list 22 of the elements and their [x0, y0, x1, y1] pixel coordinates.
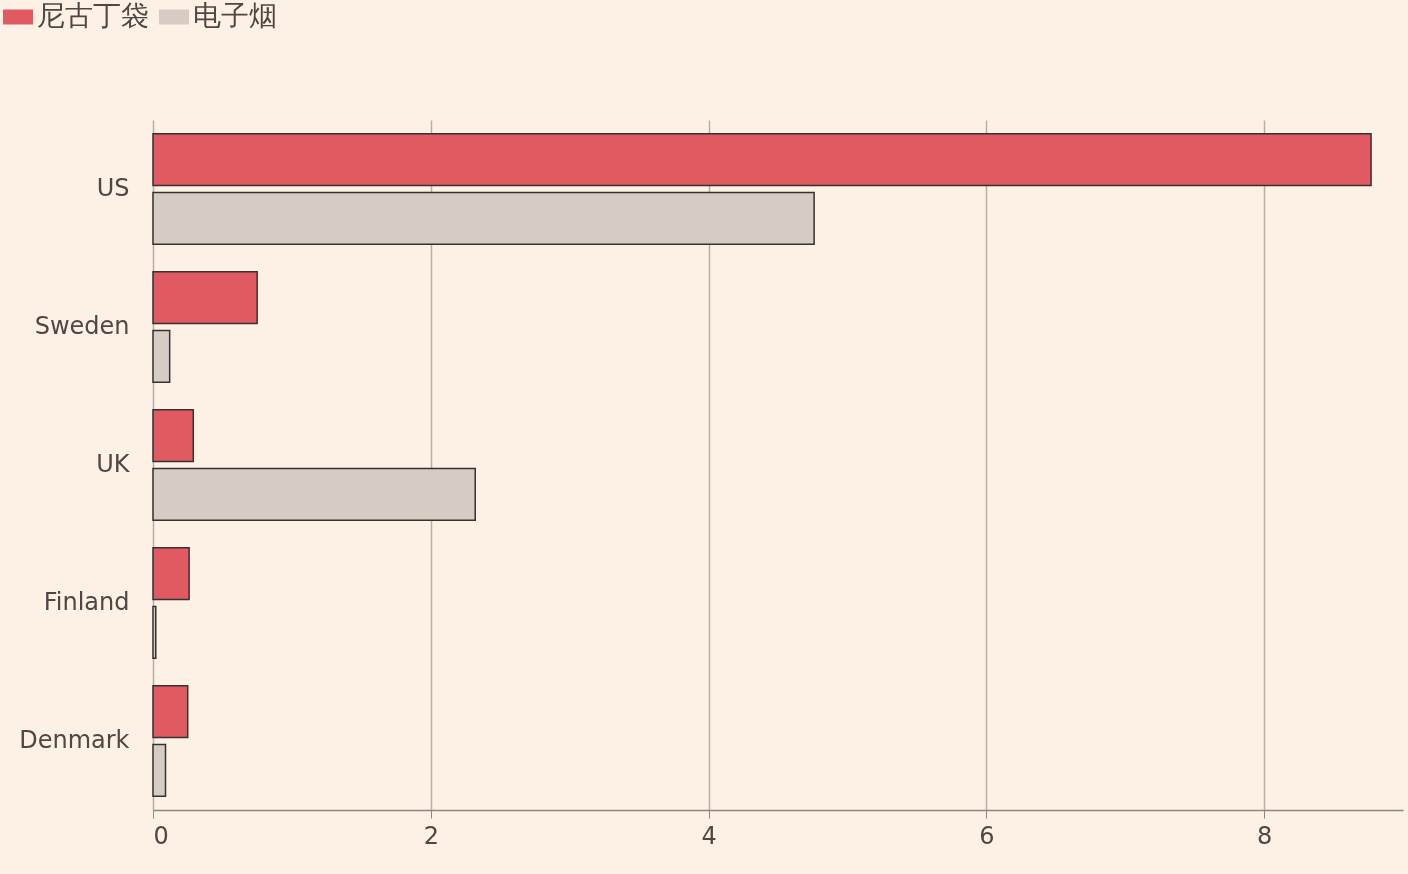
legend-label: 电子烟 [193, 0, 277, 32]
y-tick-label: Finland [43, 588, 130, 616]
bar [152, 191, 815, 245]
y-tick-label: UK [96, 450, 131, 478]
x-tick-label: 4 [701, 821, 717, 850]
bar [152, 133, 1372, 187]
y-tick-label: Denmark [19, 726, 130, 754]
bar [152, 685, 189, 739]
bar [152, 329, 171, 383]
legend-label: 尼古丁袋 [37, 0, 149, 32]
y-tick-label: Sweden [34, 312, 130, 340]
x-tick-label: 2 [423, 821, 439, 850]
bar [152, 743, 167, 797]
x-tick-label: 8 [1256, 821, 1273, 850]
bar [152, 467, 476, 521]
y-tick-label: US [96, 174, 130, 202]
bar [152, 271, 258, 325]
bar [152, 605, 157, 659]
x-tick-label: 0 [153, 821, 169, 850]
x-tick-label: 6 [979, 821, 995, 850]
bar [152, 409, 195, 463]
bar [152, 547, 190, 601]
